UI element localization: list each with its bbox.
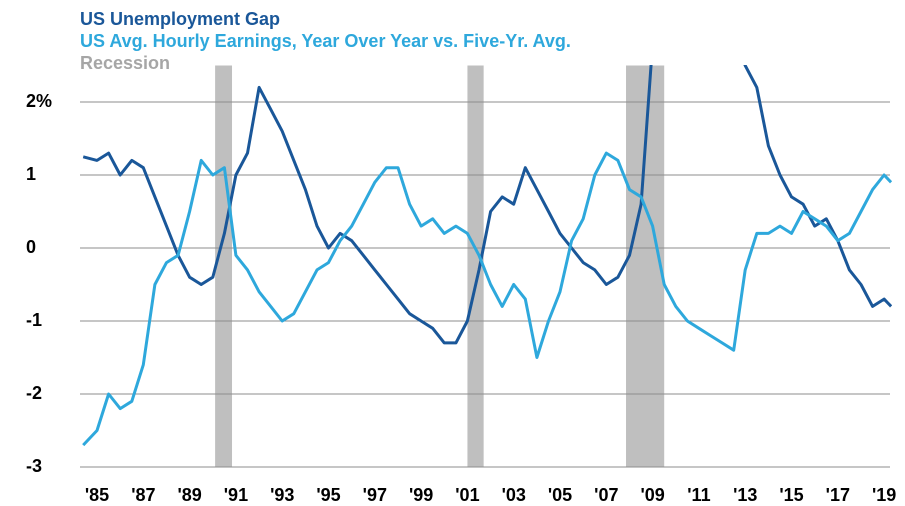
labels: 2% 1 0 -1 -2 -3 '85 '87 '89 '91 '93 '95 '97 '99 '01 '03… bbox=[26, 91, 896, 505]
x-tick-label: '05 bbox=[548, 485, 572, 505]
x-tick-label: '17 bbox=[826, 485, 850, 505]
recession-bands bbox=[215, 65, 665, 467]
x-tick-label: '91 bbox=[224, 485, 248, 505]
y-tick-label: 2% bbox=[26, 91, 52, 111]
x-tick-label: '99 bbox=[409, 485, 433, 505]
lines bbox=[82, 65, 892, 447]
x-tick-label: '15 bbox=[779, 485, 803, 505]
series-line bbox=[82, 151, 892, 447]
y-tick-label: 1 bbox=[26, 164, 36, 184]
y-tick-label: -2 bbox=[26, 383, 42, 403]
y-tick-label: 0 bbox=[26, 237, 36, 257]
recession-band bbox=[467, 65, 484, 467]
x-tick-label: '11 bbox=[687, 485, 710, 505]
x-tick-label: '97 bbox=[363, 485, 387, 505]
legend-entry: US Avg. Hourly Earnings, Year Over Year … bbox=[80, 31, 571, 51]
x-tick-label: '95 bbox=[316, 485, 340, 505]
recession-band bbox=[626, 65, 665, 467]
x-tick-label: '85 bbox=[85, 485, 109, 505]
x-tick-label: '19 bbox=[872, 485, 896, 505]
series-line bbox=[82, 65, 892, 345]
x-tick-label: '13 bbox=[733, 485, 757, 505]
x-tick-label: '89 bbox=[177, 485, 201, 505]
y-tick-label: -3 bbox=[26, 456, 42, 476]
recession-band bbox=[215, 65, 233, 467]
legend-entry: US Unemployment Gap bbox=[80, 9, 280, 29]
x-tick-label: '87 bbox=[131, 485, 155, 505]
legend-entry: Recession bbox=[80, 53, 170, 73]
x-tick-label: '03 bbox=[502, 485, 526, 505]
x-tick-label: '07 bbox=[594, 485, 618, 505]
y-tick-label: -1 bbox=[26, 310, 42, 330]
x-tick-label: '01 bbox=[455, 485, 479, 505]
x-tick-label: '93 bbox=[270, 485, 294, 505]
grid bbox=[80, 101, 890, 468]
x-tick-label: '09 bbox=[640, 485, 664, 505]
